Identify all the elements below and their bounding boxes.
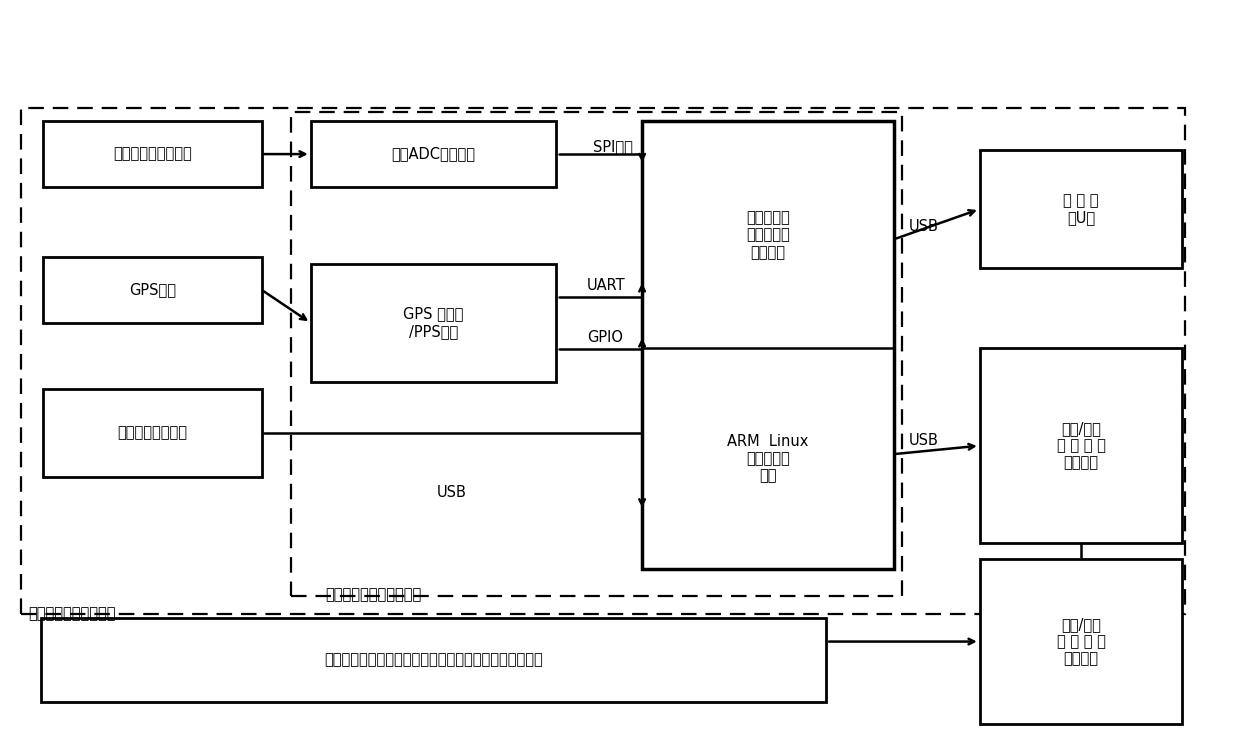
Text: ARM  Linux
嵌入式操作
系统: ARM Linux 嵌入式操作 系统 [727,433,808,483]
Bar [980,150,1182,268]
Text: USB: USB [436,485,466,499]
Bar [980,559,1182,724]
Bar [311,121,557,187]
Text: GPS天线: GPS天线 [129,282,176,297]
Bar [41,618,826,702]
Bar [291,112,903,596]
Text: 矫正补偿参数计算及收集处、理数据的计算机地面站系统: 矫正补偿参数计算及收集处、理数据的计算机地面站系统 [324,652,543,668]
Text: 数 据 存
储U盘: 数 据 存 储U盘 [1063,193,1099,225]
Text: 多数据同步
采集及矫正
补偿系统: 多数据同步 采集及矫正 补偿系统 [746,210,790,259]
Text: 九轴惯性测量单元: 九轴惯性测量单元 [118,425,187,440]
Text: USB: USB [909,433,939,448]
Bar [43,257,262,323]
Text: 模拟输出三轴磁通门: 模拟输出三轴磁通门 [113,147,192,162]
Text: GPIO: GPIO [587,330,622,345]
Bar [21,108,1184,614]
Text: SPI接口: SPI接口 [593,139,632,154]
Text: USB: USB [909,219,939,233]
Bar [311,264,557,382]
Bar [43,121,262,187]
Text: 无线/有线
数 据 实 时
接收模块: 无线/有线 数 据 实 时 接收模块 [1056,617,1105,666]
Text: UART: UART [587,279,625,293]
Text: 高速ADC采样模块: 高速ADC采样模块 [392,147,475,162]
Text: 垂直起降固定翼无人机: 垂直起降固定翼无人机 [29,606,115,621]
Text: 无线/有线
数 据 实 时
传输模块: 无线/有线 数 据 实 时 传输模块 [1056,421,1105,471]
Bar [980,348,1182,543]
Text: GPS 接收机
/PPS信号: GPS 接收机 /PPS信号 [403,307,464,339]
Bar [642,121,894,568]
Bar [43,389,262,477]
Text: 数据采集及矫正补偿装置: 数据采集及矫正补偿装置 [325,588,422,602]
